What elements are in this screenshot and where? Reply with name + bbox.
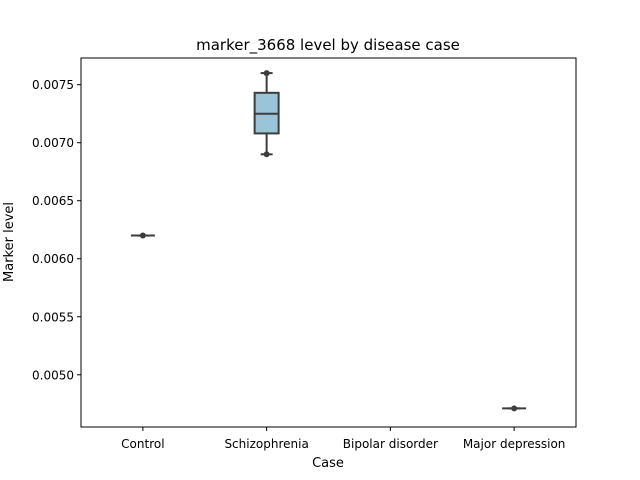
box-schizophrenia [253, 70, 280, 158]
plot-frame [80, 57, 577, 428]
data-point [263, 151, 270, 158]
y-tick-label: 0.0050 [32, 368, 74, 382]
x-tick-label: Control [121, 437, 164, 451]
chart-title: marker_3668 level by disease case [196, 36, 460, 55]
x-tick-label: Schizophrenia [224, 437, 308, 451]
y-ticks: 0.0050 0.0055 0.0060 0.0065 0.0070 0.0075 [32, 78, 81, 382]
box-control [130, 232, 155, 239]
x-tick-label: Bipolar disorder [343, 437, 438, 451]
y-axis-label: Marker level [2, 202, 17, 282]
box-major-depression [502, 405, 527, 412]
y-tick-label: 0.0065 [32, 194, 74, 208]
data-point [139, 232, 146, 239]
x-ticks: Control Schizophrenia Bipolar disorder Majo… [121, 427, 565, 451]
x-axis-label: Case [312, 456, 344, 471]
y-tick-label: 0.0060 [32, 252, 74, 266]
boxes [130, 70, 527, 412]
data-point [511, 405, 518, 412]
x-tick-label: Major depression [463, 437, 566, 451]
data-point [263, 70, 270, 77]
y-tick-label: 0.0055 [32, 310, 74, 324]
y-tick-label: 0.0075 [32, 78, 74, 92]
y-tick-label: 0.0070 [32, 136, 74, 150]
